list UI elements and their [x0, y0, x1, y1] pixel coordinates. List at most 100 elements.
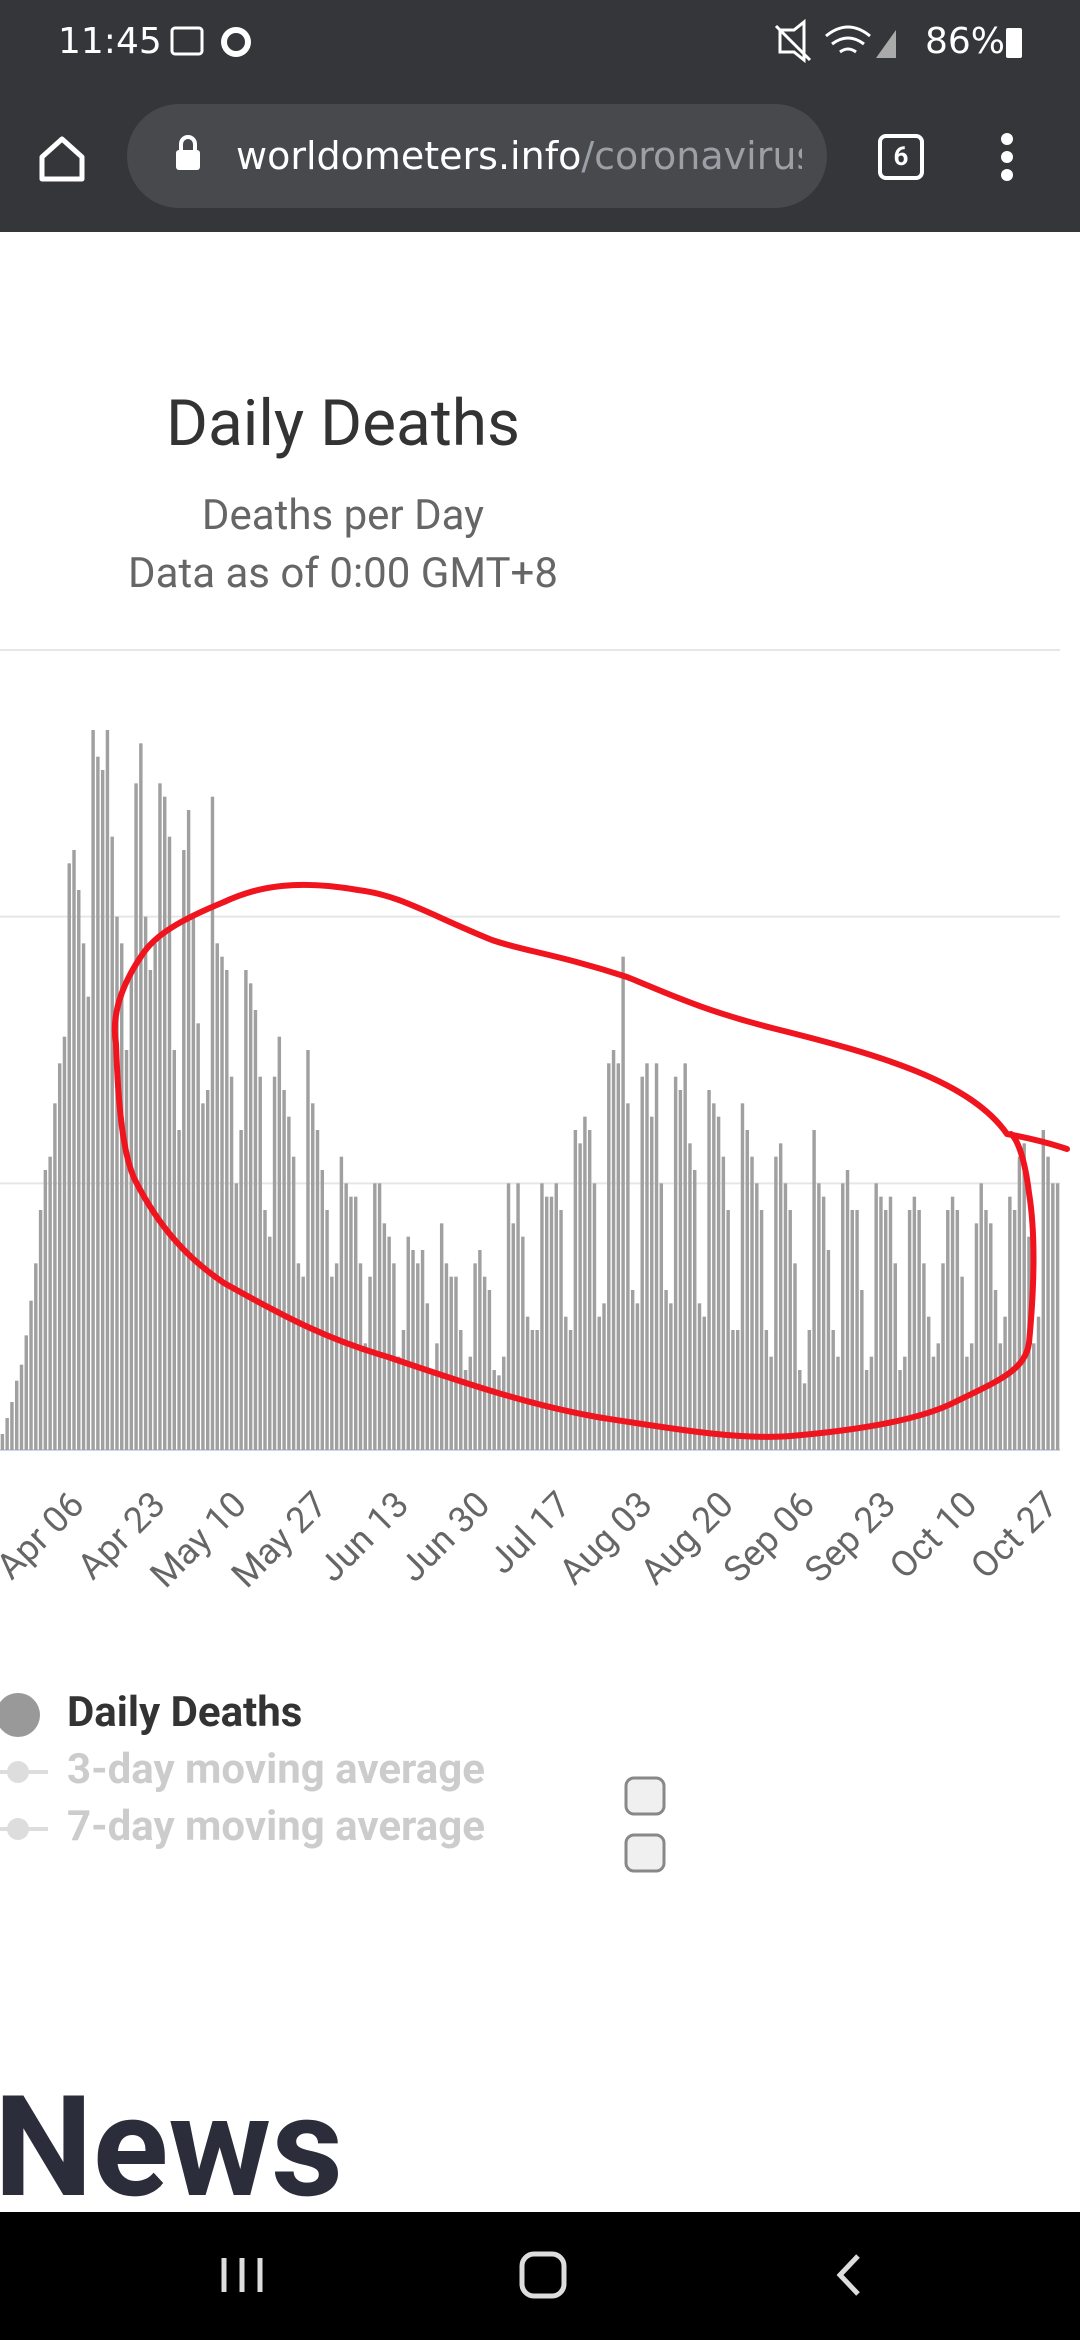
bar — [287, 1116, 291, 1450]
bar — [43, 1170, 48, 1450]
x-tick-label: Jun 30 — [391, 1483, 498, 1590]
bar — [764, 1330, 769, 1450]
chart-note: Data as of 0:00 GMT+8 — [128, 549, 558, 598]
bar — [1008, 1196, 1012, 1450]
bar — [100, 770, 105, 1450]
bar — [998, 1343, 1003, 1450]
menu-button[interactable] — [1001, 133, 1013, 181]
bar — [129, 970, 134, 1450]
bar — [91, 730, 95, 1450]
bar — [702, 1316, 706, 1450]
bar — [67, 863, 71, 1450]
bar — [778, 1143, 783, 1450]
bar — [225, 970, 229, 1450]
bar — [592, 1183, 597, 1450]
bar — [922, 1263, 926, 1450]
bar — [645, 1063, 649, 1450]
bar — [368, 1276, 372, 1450]
bar — [96, 756, 100, 1450]
tabs-button[interactable] — [878, 134, 924, 180]
bar — [19, 1364, 24, 1450]
bar — [1017, 1156, 1022, 1450]
bar — [697, 1303, 702, 1450]
bar — [248, 983, 253, 1450]
bar — [373, 1183, 377, 1450]
home-button[interactable] — [39, 136, 85, 182]
bar — [874, 1183, 878, 1450]
chart-subtitle: Deaths per Day — [202, 491, 484, 540]
url-bar[interactable] — [127, 104, 827, 208]
nav-bar — [0, 2212, 1080, 2340]
battery-level: 86% — [925, 21, 1005, 62]
bar — [363, 1343, 367, 1450]
lock-shackle — [179, 135, 197, 150]
bar — [301, 1276, 305, 1450]
bar — [807, 1330, 812, 1450]
bar — [583, 1116, 587, 1450]
bar — [468, 1356, 473, 1450]
legend-label[interactable]: 3-day moving average — [67, 1745, 485, 1794]
bar — [1036, 1316, 1041, 1450]
bar — [721, 1156, 726, 1450]
bar — [143, 916, 148, 1450]
bar — [296, 1263, 301, 1450]
bar — [334, 1263, 339, 1450]
legend-label[interactable]: Daily Deaths — [67, 1688, 302, 1737]
back-button[interactable] — [836, 2254, 860, 2296]
bar — [320, 1170, 325, 1450]
bar — [163, 796, 167, 1450]
legend-checkbox[interactable] — [624, 1833, 666, 1873]
legend-checkbox[interactable] — [624, 1776, 666, 1816]
bar — [110, 836, 114, 1450]
bar — [578, 1143, 582, 1450]
bar — [979, 1183, 983, 1450]
recents-button[interactable] — [221, 2258, 263, 2292]
bar — [654, 1063, 659, 1450]
bar — [735, 1330, 740, 1450]
bar — [621, 956, 625, 1450]
section-heading: News — [0, 2066, 343, 2230]
bar — [62, 1036, 67, 1450]
bar — [1055, 1183, 1060, 1450]
bar — [177, 1130, 181, 1450]
url-host: worldometers.info — [236, 134, 581, 178]
bar — [167, 836, 172, 1450]
bar — [406, 1236, 410, 1450]
bar — [48, 1156, 52, 1450]
battery-icon — [1006, 28, 1022, 58]
bar — [693, 1170, 697, 1450]
bar — [597, 1316, 601, 1450]
bar — [1032, 1343, 1036, 1450]
home-nav-button[interactable] — [519, 2251, 567, 2299]
bar — [525, 1316, 530, 1450]
bar — [559, 1210, 563, 1450]
bar — [439, 1223, 444, 1450]
bar — [186, 810, 191, 1450]
bar — [57, 1063, 62, 1450]
bar — [349, 1196, 353, 1450]
bar — [540, 1183, 544, 1450]
bar — [884, 1210, 888, 1450]
bar — [984, 1210, 988, 1450]
bar — [382, 1223, 387, 1450]
bar — [587, 1130, 592, 1450]
bar — [630, 1290, 635, 1450]
bar — [478, 1250, 482, 1450]
bar — [201, 1103, 205, 1450]
bar — [544, 1196, 549, 1450]
bar — [306, 1050, 310, 1450]
bar — [497, 1375, 501, 1450]
bar — [473, 1263, 477, 1450]
bar — [607, 1063, 611, 1450]
bar — [1003, 1316, 1007, 1450]
bar — [10, 1402, 14, 1450]
legend-label[interactable]: 7-day moving average — [67, 1802, 485, 1851]
bar — [24, 1335, 28, 1450]
x-tick-label: Apr 06 — [0, 1483, 92, 1587]
bar — [354, 1196, 358, 1450]
bar — [530, 1330, 535, 1450]
bar — [358, 1263, 363, 1450]
mute-icon — [774, 18, 812, 64]
